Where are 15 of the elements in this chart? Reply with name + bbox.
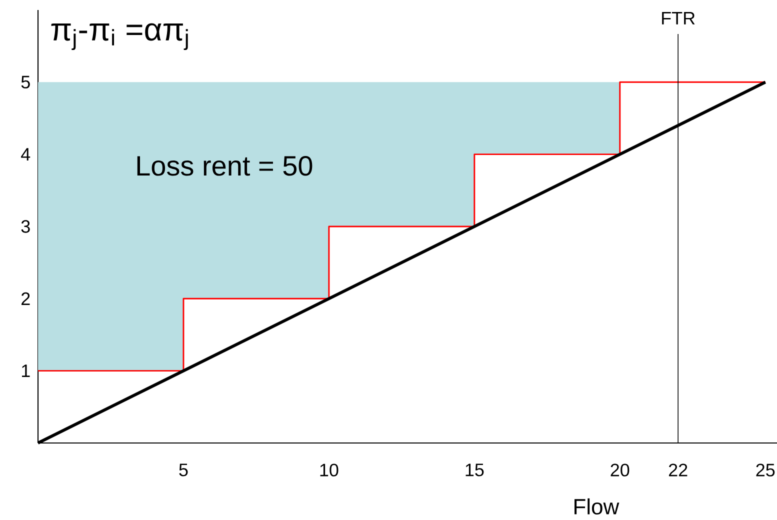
y-tick-label: 4 [21,148,30,161]
y-tick-label: 1 [22,364,30,378]
annotation: Loss rent = 50 [137,156,312,176]
x-tick-label: 15 [466,464,484,476]
y-tick-label: 2 [22,292,30,305]
x-tick-label: 5 [179,464,188,476]
y-tick-label: 5 [21,76,30,88]
x-tick-label: 20 [610,464,630,476]
x-axis-title: Flow [574,498,620,515]
y-tick-label: 3 [21,220,30,233]
x-tick-label: 22 [668,464,688,476]
chart-title: π$_{j}$-π$_{i}$ =απ$_{j}$ [51,23,188,50]
ref-line-label: FTR [662,12,695,24]
x-tick-label: 25 [756,464,775,476]
x-tick-label: 10 [320,464,338,476]
